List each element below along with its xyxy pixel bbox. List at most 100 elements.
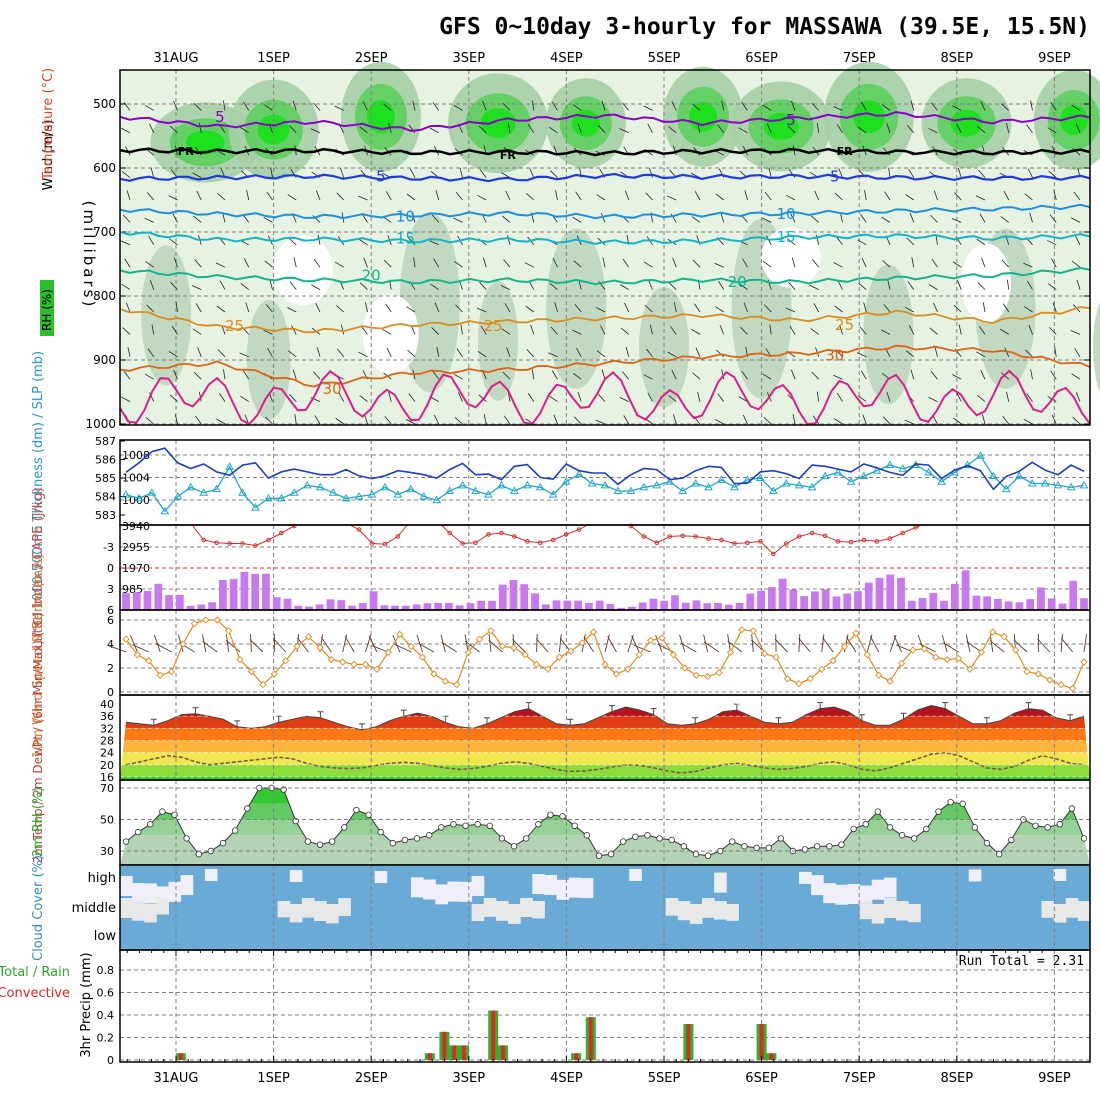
wind-barb bbox=[146, 304, 155, 313]
rh-band bbox=[120, 835, 1090, 865]
wind-barb bbox=[1026, 280, 1033, 290]
upper-rh-legend: RH (%) bbox=[40, 289, 54, 331]
wind-barb bbox=[270, 167, 273, 178]
wind-barb bbox=[289, 281, 297, 290]
wind-barb bbox=[966, 641, 982, 653]
wind-barb bbox=[888, 167, 891, 178]
wind-barb bbox=[928, 396, 938, 402]
wind-barb bbox=[861, 257, 867, 268]
wind-barb bbox=[287, 194, 297, 201]
wind-speed-point bbox=[875, 671, 883, 679]
wind-barb bbox=[145, 261, 154, 268]
cape-bar bbox=[724, 604, 733, 610]
wind-barb bbox=[670, 326, 677, 335]
wind-barb bbox=[931, 258, 938, 268]
cape-bar bbox=[240, 571, 249, 610]
rh-point bbox=[413, 835, 421, 842]
contour-label: 5 bbox=[830, 167, 840, 185]
rh-point bbox=[377, 828, 384, 836]
cape-bar bbox=[929, 592, 938, 610]
wind-barb bbox=[721, 100, 725, 111]
wind-speed-point bbox=[897, 659, 906, 667]
cloud-clear-high bbox=[883, 877, 897, 898]
wind-speed-point bbox=[1068, 684, 1077, 693]
wind-barb bbox=[201, 634, 207, 653]
rh-point bbox=[753, 844, 760, 852]
thickness-tick-label: 586 bbox=[95, 454, 116, 467]
wind-speed-point bbox=[167, 667, 176, 676]
wind-barb bbox=[860, 370, 867, 380]
li-point bbox=[486, 532, 491, 537]
wind-barb bbox=[1048, 170, 1057, 178]
wind-barb bbox=[667, 351, 677, 358]
isoline-t25 bbox=[119, 306, 1091, 334]
wind-barb bbox=[934, 347, 938, 357]
thickness-point bbox=[367, 490, 377, 498]
cape-bar bbox=[552, 600, 561, 610]
date-label-bottom: 31AUG bbox=[153, 1071, 198, 1086]
li-point bbox=[706, 536, 711, 541]
wind-barb bbox=[1074, 348, 1081, 358]
wind-barb bbox=[607, 636, 617, 653]
wind-barb bbox=[643, 374, 653, 380]
li-point bbox=[887, 536, 893, 541]
cape-bar bbox=[165, 595, 173, 610]
temp-tick-label: 20 bbox=[100, 759, 114, 772]
wind-barb bbox=[506, 347, 511, 357]
wind-barb bbox=[703, 641, 720, 653]
thickness-point bbox=[898, 464, 908, 472]
wind-speed-point bbox=[156, 671, 164, 679]
wind-barb bbox=[127, 346, 131, 357]
wind-barb bbox=[980, 101, 986, 111]
cape-bar bbox=[703, 603, 712, 610]
cape-bar bbox=[294, 605, 303, 610]
wind-barb bbox=[623, 415, 630, 425]
wind-barb bbox=[124, 258, 131, 268]
wind-barb bbox=[526, 349, 535, 358]
wind-barb bbox=[215, 262, 226, 268]
wind-speed-point bbox=[567, 647, 575, 655]
wind-speed-point bbox=[909, 646, 917, 654]
wind-speed-point bbox=[555, 653, 564, 661]
wind-barb bbox=[265, 304, 273, 313]
li-point bbox=[654, 540, 660, 546]
wind-barb bbox=[977, 282, 986, 290]
cape-bar bbox=[305, 606, 313, 610]
li-point bbox=[732, 541, 737, 546]
wind-barb bbox=[429, 127, 439, 134]
rh-point bbox=[522, 835, 530, 842]
thickness-point bbox=[717, 475, 726, 483]
cape-bar bbox=[229, 578, 238, 610]
thickness-point bbox=[354, 492, 364, 500]
rh-point bbox=[183, 835, 190, 842]
rh-point bbox=[1044, 824, 1051, 831]
contour-label: 25 bbox=[484, 317, 503, 335]
wind-barb bbox=[173, 369, 178, 380]
wind-barb bbox=[558, 634, 562, 653]
wind-speed-point bbox=[225, 627, 233, 635]
wind-barb bbox=[1006, 279, 1010, 290]
wind-barb bbox=[108, 645, 127, 653]
wind-barb bbox=[1049, 214, 1057, 223]
wind-speed-point bbox=[989, 628, 997, 636]
cape-bar bbox=[1037, 587, 1045, 610]
wind-barb bbox=[884, 191, 891, 201]
cloud-clear-middle bbox=[859, 901, 873, 920]
wind-barb bbox=[741, 370, 748, 380]
minmax-marker bbox=[525, 702, 532, 709]
wind-barb bbox=[598, 393, 606, 402]
wind-barb bbox=[120, 127, 131, 134]
date-label-top: 4SEP bbox=[550, 51, 583, 66]
wind-barb bbox=[601, 100, 606, 111]
wind-barb bbox=[604, 634, 610, 653]
li-point bbox=[253, 543, 258, 548]
rh-point bbox=[777, 835, 785, 842]
pressure-tick-label: 700 bbox=[93, 225, 116, 239]
wind-barb bbox=[881, 216, 891, 223]
wind-barb bbox=[857, 352, 867, 358]
wind-barb bbox=[192, 172, 202, 178]
wind-barb bbox=[384, 416, 392, 425]
wind-barb bbox=[150, 167, 155, 178]
wind-speed-point bbox=[418, 653, 427, 661]
minmax-marker bbox=[900, 712, 907, 720]
